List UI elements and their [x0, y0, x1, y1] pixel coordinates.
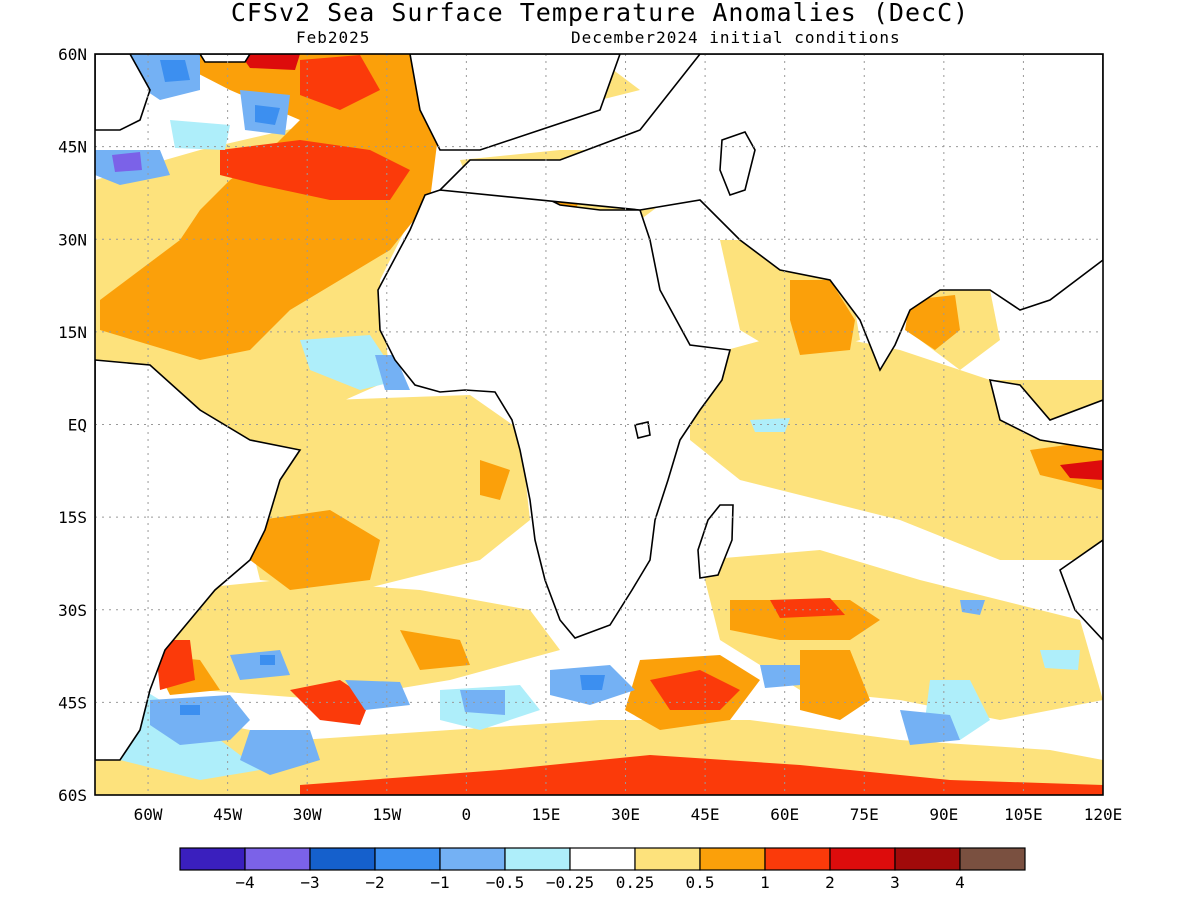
- legend-label: −0.25: [546, 873, 594, 892]
- legend-label: −1: [430, 873, 449, 892]
- lon-tick-label: 105E: [1004, 805, 1043, 824]
- lon-tick-label: 75E: [850, 805, 879, 824]
- legend-swatch: [829, 847, 896, 871]
- caspian-sea: [719, 131, 756, 196]
- lat-tick-label: 15N: [58, 323, 87, 342]
- legend-label: 2: [825, 873, 835, 892]
- southeast-asia-landmass: [988, 379, 1103, 451]
- anomaly-band-neg-4-neg-3: [112, 152, 142, 172]
- lon-tick-label: 120E: [1084, 805, 1123, 824]
- madagascar-landmass: [697, 504, 734, 579]
- lon-tick-label: 60W: [134, 805, 163, 824]
- anomaly-band-neg-2-neg-1: [160, 60, 605, 715]
- anomaly-band-neg-1-neg-0-5: [95, 54, 985, 775]
- legend-swatch: [959, 847, 1026, 871]
- legend-swatch: [439, 847, 506, 871]
- legend-label: −3: [300, 873, 319, 892]
- longitude-labels: 60W 45W 30W 15W 0 15E 30E 45E 60E 75E 90E 105E 120E: [134, 805, 1123, 824]
- lon-tick-label: 30W: [293, 805, 322, 824]
- map-frame: [94, 53, 1104, 796]
- color-legend: −4 −3 −2 −1 −0.5 −0.25 0.25 0.5 1 2 3 4: [179, 847, 1026, 892]
- forecast-month: Feb2025: [296, 28, 371, 47]
- legend-label: −2: [365, 873, 384, 892]
- legend-swatch: [699, 847, 766, 871]
- initial-conditions-label: December2024 initial conditions: [571, 28, 901, 47]
- iceland-landmass: [199, 54, 251, 63]
- lon-tick-label: 60E: [770, 805, 799, 824]
- europe-landmass: [409, 54, 621, 151]
- legend-swatch: [764, 847, 831, 871]
- lat-tick-label: 60S: [58, 786, 87, 805]
- legend-swatch: [569, 847, 636, 871]
- lat-tick-label: 15S: [58, 508, 87, 527]
- latitude-labels: 60N 45N 30N 15N EQ 15S 30S 45S 60S: [58, 45, 87, 805]
- legend-swatch: [244, 847, 311, 871]
- lat-tick-label: 45N: [58, 138, 87, 157]
- lon-tick-label: 90E: [929, 805, 958, 824]
- lon-tick-label: 30E: [611, 805, 640, 824]
- lat-tick-label: EQ: [68, 416, 87, 435]
- chart-title: CFSv2 Sea Surface Temperature Anomalies …: [230, 0, 970, 27]
- coastlines: [95, 54, 1103, 761]
- lon-tick-label: 15W: [372, 805, 401, 824]
- anomaly-band-2-3: [240, 54, 1103, 480]
- lon-tick-label: 0: [462, 805, 472, 824]
- australia-landmass: [1059, 539, 1103, 642]
- legend-swatch: [309, 847, 376, 871]
- lat-tick-label: 30S: [58, 601, 87, 620]
- legend-label: 0.25: [616, 873, 655, 892]
- legend-label: −4: [235, 873, 254, 892]
- legend-label: 4: [955, 873, 965, 892]
- legend-swatch: [179, 847, 246, 871]
- lat-tick-label: 60N: [58, 45, 87, 64]
- anomaly-band-1-2: [155, 55, 1103, 795]
- legend-swatch: [894, 847, 961, 871]
- south-america-landmass: [95, 359, 302, 761]
- lake-victoria: [634, 421, 651, 439]
- legend-swatch: [504, 847, 571, 871]
- north-america-landmass: [95, 54, 151, 131]
- eurasia-landmass: [438, 54, 1103, 372]
- legend-swatch: [374, 847, 441, 871]
- legend-label: 0.5: [686, 873, 715, 892]
- lon-tick-label: 45W: [213, 805, 242, 824]
- legend-label: 3: [890, 873, 900, 892]
- graticule: [95, 54, 1103, 795]
- legend-label: 1: [760, 873, 770, 892]
- lat-tick-label: 45S: [58, 693, 87, 712]
- lon-tick-label: 45E: [691, 805, 720, 824]
- lat-tick-label: 30N: [58, 230, 87, 249]
- legend-swatch: [634, 847, 701, 871]
- lon-tick-label: 15E: [531, 805, 560, 824]
- legend-label: −0.5: [486, 873, 525, 892]
